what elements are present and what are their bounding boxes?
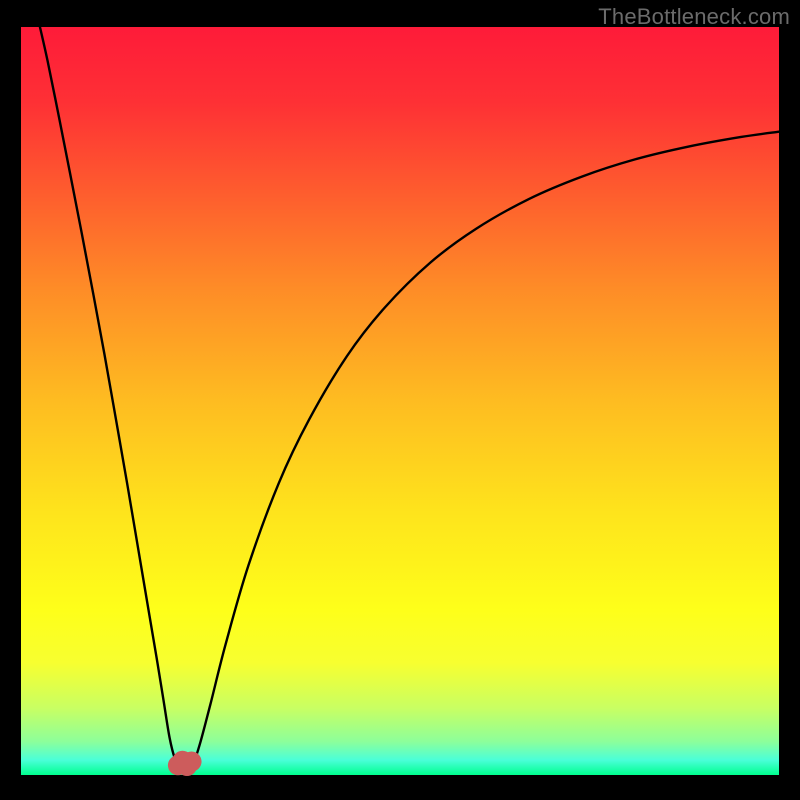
plot-background — [21, 27, 779, 775]
watermark-text: TheBottleneck.com — [598, 4, 790, 30]
chart-canvas: TheBottleneck.com — [0, 0, 800, 800]
minimum-marker — [182, 752, 202, 772]
chart-svg — [0, 0, 800, 800]
